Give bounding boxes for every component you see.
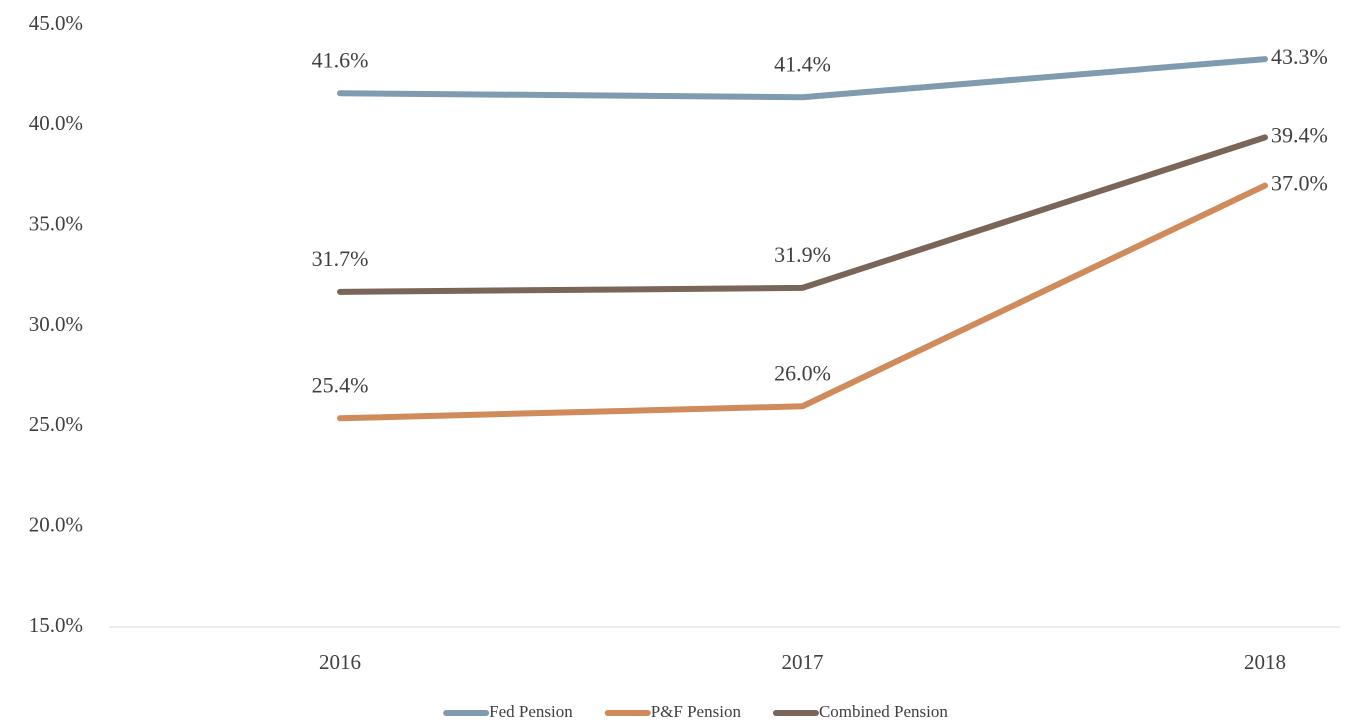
legend-label: P&F Pension xyxy=(651,702,742,721)
y-tick-label: 20.0% xyxy=(29,512,83,536)
data-label: 25.4% xyxy=(312,372,369,397)
data-label: 41.4% xyxy=(774,51,831,76)
x-tick-label: 2018 xyxy=(1244,650,1286,674)
y-tick-label: 15.0% xyxy=(29,613,83,637)
series-line xyxy=(337,56,1268,101)
data-label: 39.4% xyxy=(1271,122,1328,147)
legend-label: Combined Pension xyxy=(819,702,948,721)
series-line xyxy=(337,182,1268,422)
x-tick-label: 2016 xyxy=(319,650,361,674)
legend-label: Fed Pension xyxy=(489,702,573,721)
y-tick-label: 45.0% xyxy=(29,11,83,35)
data-label: 31.9% xyxy=(774,242,831,267)
data-label: 31.7% xyxy=(312,246,369,271)
y-tick-label: 25.0% xyxy=(29,412,83,436)
data-label: 41.6% xyxy=(312,47,369,72)
series-line xyxy=(337,134,1268,295)
data-label: 26.0% xyxy=(774,360,831,385)
y-tick-label: 40.0% xyxy=(29,111,83,135)
y-tick-label: 30.0% xyxy=(29,312,83,336)
data-label: 43.3% xyxy=(1271,44,1328,69)
data-label: 37.0% xyxy=(1271,171,1328,196)
x-tick-label: 2017 xyxy=(782,650,824,674)
y-tick-label: 35.0% xyxy=(29,211,83,235)
